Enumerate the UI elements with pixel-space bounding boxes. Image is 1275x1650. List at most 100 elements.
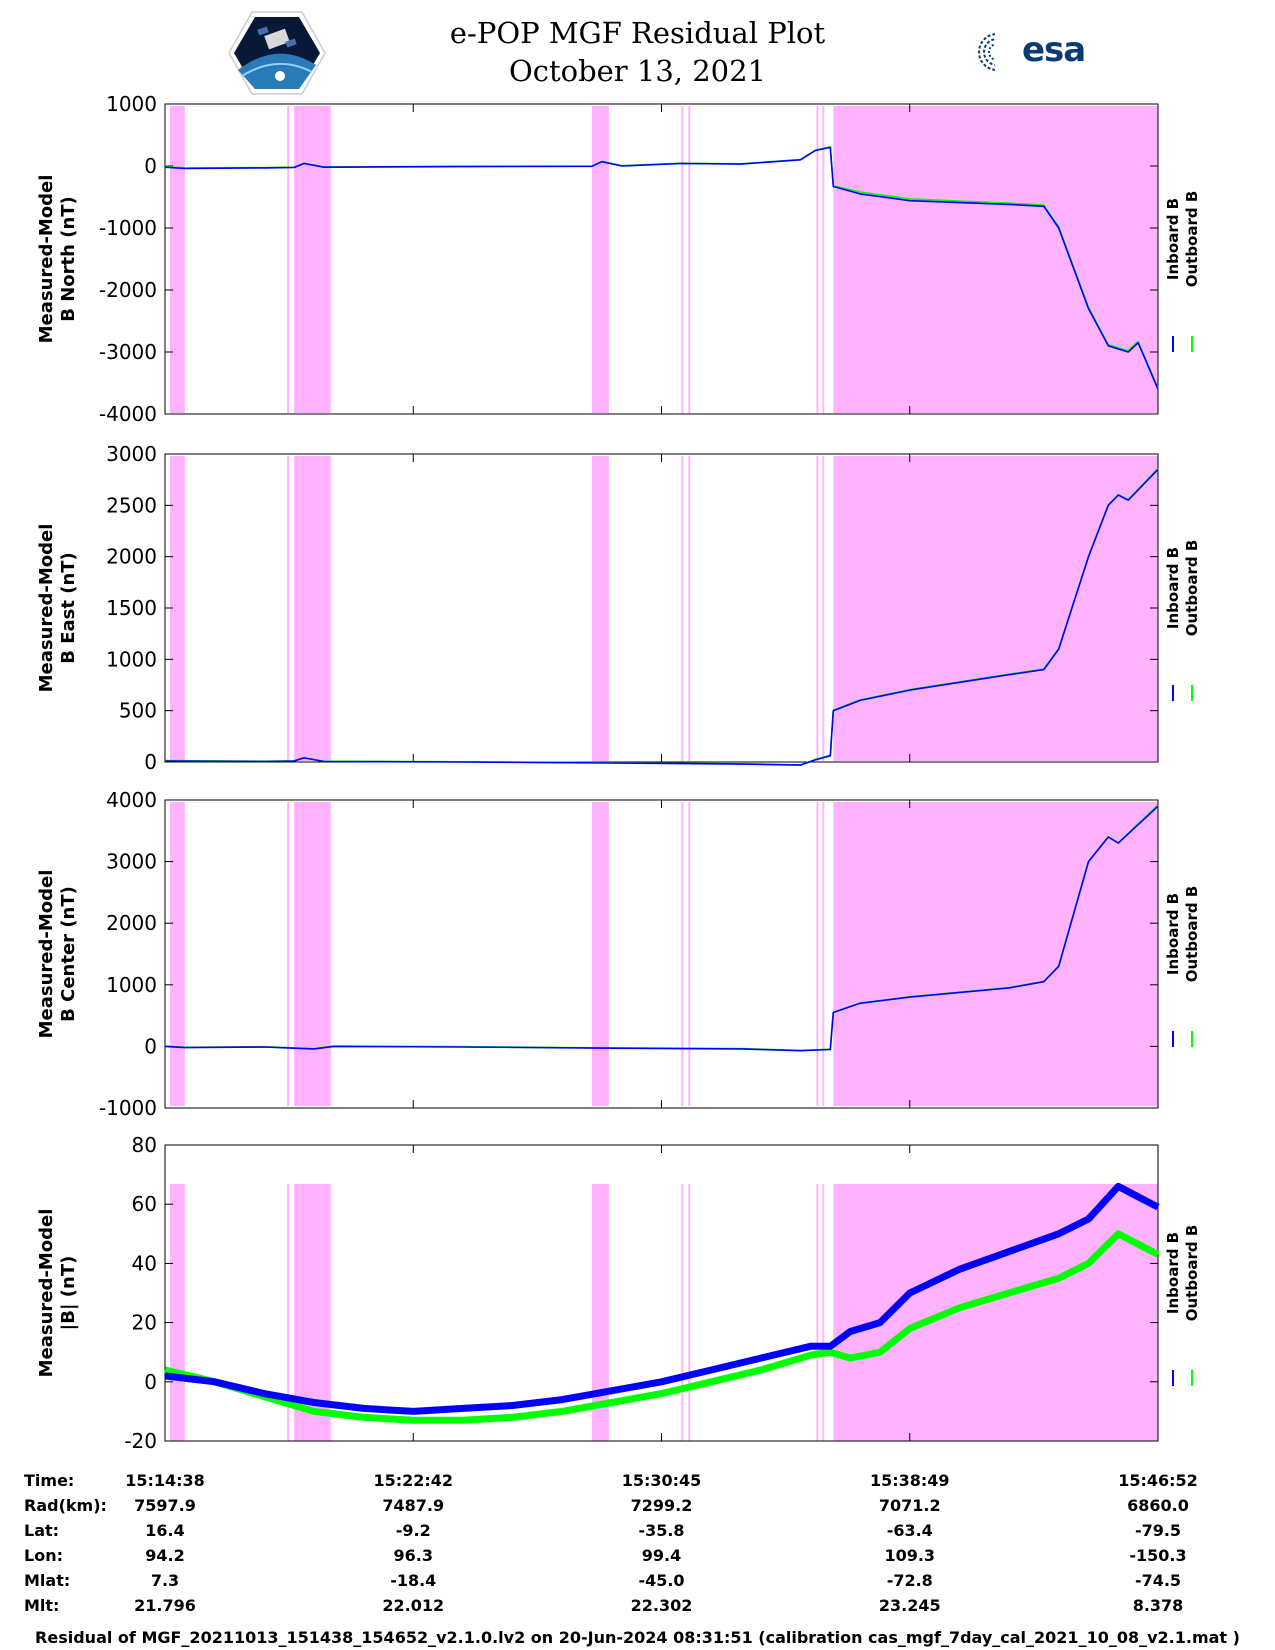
y-tick-label: 20 [132,1311,157,1335]
info-cell: -45.0 [638,1571,685,1590]
shaded-interval [169,1184,185,1441]
info-cell: -18.4 [390,1571,437,1590]
plot-date: October 13, 2021 [508,54,767,88]
legend-label-outboard: Outboard B [1183,540,1201,637]
legend-labels: Inboard BOutboard B [1164,191,1201,288]
footer-caption: Residual of MGF_20211013_151438_154652_v… [35,1628,1240,1647]
info-cell: 8.378 [1132,1596,1184,1615]
info-cell: 15:14:38 [125,1471,205,1490]
info-cell: -35.8 [638,1521,685,1540]
shaded-interval [287,456,290,761]
shaded-interval [816,456,819,761]
y-tick-label: -20 [124,1429,157,1453]
series-line-inboard [164,1182,1160,1415]
y-tick-label: 3000 [106,442,157,466]
info-cell: -74.5 [1134,1571,1182,1590]
info-cell: 15:46:52 [1118,1471,1198,1490]
y-tick-label: -3000 [99,340,157,364]
shaded-interval [591,802,609,1106]
shaded-interval [169,456,185,761]
info-row-label: Lat: [24,1521,60,1540]
info-cell: -9.2 [395,1521,431,1540]
header: e-POP MGF Residual Plot October 13, 2021… [0,0,1275,100]
cassiope-satellite-logo-icon [228,11,326,95]
y-axis-label-line2: B North (nT) [58,196,79,322]
legend-labels: Inboard BOutboard B [1164,1225,1201,1322]
info-cell: 23.245 [878,1596,941,1615]
y-axis-label-line2: |B| (nT) [58,1256,79,1331]
y-axis-label-line2: B Center (nT) [58,886,79,1022]
legend-label-inboard: Inboard B [1164,198,1182,280]
plot-title: e-POP MGF Residual Plot [449,16,826,50]
y-tick-label: 3000 [106,850,157,874]
info-cell: -79.5 [1134,1521,1182,1540]
shaded-interval [688,802,691,1106]
shaded-interval [591,106,609,413]
shaded-interval [294,456,331,761]
y-axis-label: Measured-ModelB Center (nT) [36,870,79,1039]
shaded-interval [294,106,331,413]
legend-labels: Inboard BOutboard B [1164,540,1201,637]
legend-label-outboard: Outboard B [1183,886,1201,983]
info-cell: 7071.2 [878,1496,941,1515]
info-row-label: Lon: [24,1546,63,1565]
y-axis-label-line2: B East (nT) [58,552,79,664]
y-tick-label: 1000 [106,647,157,671]
y-tick-label: 4000 [106,788,157,812]
shaded-interval [833,802,1158,1106]
info-row-label: Mlat: [24,1571,71,1590]
info-cell: 7597.9 [134,1496,196,1515]
panel-3: 4000 3000 2000 1000 0 -1000 Measured-ModelB Ce… [36,788,1201,1120]
y-tick-label: 1000 [106,973,157,997]
shaded-interval [169,802,185,1106]
info-cell: 15:38:49 [869,1471,950,1490]
info-cell: 16.4 [145,1521,185,1540]
info-cell: 22.302 [630,1596,693,1615]
shaded-interval [688,1184,691,1441]
shaded-interval [294,802,331,1106]
y-tick-label: 40 [132,1251,157,1275]
legend-label-outboard: Outboard B [1183,1225,1201,1322]
info-cell: 7.3 [150,1571,180,1590]
shaded-interval [822,802,825,1106]
shaded-interval [833,106,1158,413]
info-cell: -72.8 [886,1571,933,1590]
legend-labels: Inboard BOutboard B [1164,886,1201,983]
panel-1: 1000 0 -1000 -2000 -3000 -4000 Measured-ModelB… [36,92,1201,426]
y-axis-label: Measured-ModelB North (nT) [36,175,79,344]
shaded-interval [591,1184,609,1441]
panel-4: 80 60 40 20 0 -20 Measured-Model|B| (nT) Inboar… [36,1133,1201,1453]
esa-logo-icon [978,30,1025,74]
info-cell: 21.796 [134,1596,196,1615]
shaded-interval [287,1184,290,1441]
esa-logo-text: esa [1022,30,1086,70]
legend-label-inboard: Inboard B [1164,893,1182,975]
shaded-interval [688,456,691,761]
y-tick-label: 2000 [106,911,157,935]
info-cell: 96.3 [393,1546,433,1565]
info-cell: -63.4 [886,1521,933,1540]
y-axis-label-line1: Measured-Model [36,524,57,693]
shaded-interval [681,1184,684,1441]
shaded-interval [681,106,684,413]
y-axis-label-line1: Measured-Model [36,870,57,1039]
info-cell: 99.4 [641,1546,682,1565]
legend-label-inboard: Inboard B [1164,547,1182,629]
shaded-interval [681,456,684,761]
info-cell: -150.3 [1129,1546,1187,1565]
info-row-label: Rad(km): [24,1496,107,1515]
info-cell: 15:30:45 [621,1471,702,1490]
info-row-label: Mlt: [24,1596,60,1615]
shaded-interval [287,802,290,1106]
legend-label-outboard: Outboard B [1183,191,1201,288]
y-tick-label: 60 [132,1192,157,1216]
y-axis-label-line1: Measured-Model [36,1209,57,1378]
y-axis-label: Measured-ModelB East (nT) [36,524,79,693]
y-axis-label-line1: Measured-Model [36,175,57,344]
y-tick-label: 1000 [106,92,157,116]
y-tick-label: -1000 [99,216,157,240]
y-tick-label: 0 [144,1034,157,1058]
y-tick-label: 0 [144,154,157,178]
y-tick-label: -2000 [99,278,157,302]
